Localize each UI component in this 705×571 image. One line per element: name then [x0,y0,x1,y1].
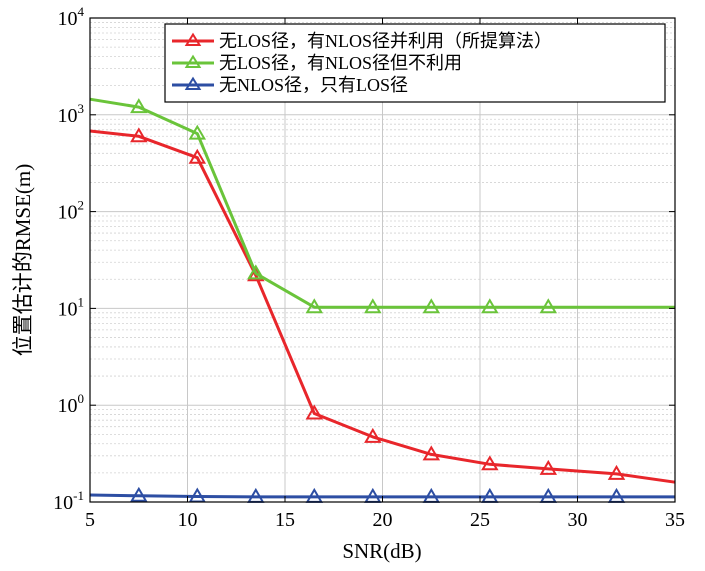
x-tick-label: 30 [568,509,588,531]
series-1-marker [305,404,324,420]
series-3-marker [130,486,148,502]
y-tick-label: 100 [58,391,85,417]
y-tick-label: 10-1 [53,488,84,514]
x-tick-label: 25 [470,509,490,531]
ticks: 5 10 15 20 25 30 35 10-1 100 101 102 103 104 [53,4,685,531]
series-1-marker [481,455,499,471]
legend-marker-1 [184,32,202,46]
series-layer [89,97,676,503]
legend: 无LOS径，有NLOS径并利用（所提算法） 无LOS径，有NLOS径但不利用 无… [164,23,666,103]
y-tick-label: 103 [58,101,85,127]
x-tick-label: 15 [275,509,295,531]
y-axis-label: 位置估计的RMSE(m) [11,164,35,357]
legend-entry-3: 无NLOS径，只有LOS径 [172,75,408,95]
series-2-marker [247,264,265,280]
y-tick-label: 104 [58,4,85,30]
x-axis-label: SNR(dB) [342,539,421,563]
x-tick-label: 10 [178,509,198,531]
series-1-marker [130,127,148,143]
x-tick-label: 5 [85,509,95,531]
series-1-marker [188,148,207,164]
series-2-marker [539,298,558,314]
legend-label-1: 无LOS径，有NLOS径并利用（所提算法） [219,31,552,51]
x-tick-label: 35 [665,509,685,531]
series-2 [89,97,675,314]
series-1-marker [607,464,626,480]
legend-entry-2: 无LOS径，有NLOS径但不利用 [172,53,462,73]
series-2-marker [130,98,148,114]
series-3-line [89,493,675,499]
series-1-marker [539,459,558,475]
legend-label-2: 无LOS径，有NLOS径但不利用 [219,53,462,73]
legend-box [164,23,666,103]
x-tick-label: 20 [373,509,393,531]
y-tick-label: 102 [58,198,85,224]
legend-entry-1: 无LOS径，有NLOS径并利用（所提算法） [172,31,552,51]
series-2-marker [364,298,382,314]
legend-marker-2 [184,54,202,68]
series-2-line [89,97,675,309]
series-2-marker [481,298,499,314]
series-1-marker [422,445,441,461]
series-2-marker [188,124,207,140]
series-1-marker [364,427,382,443]
series-2-marker [422,298,441,314]
legend-label-3: 无NLOS径，只有LOS径 [219,75,408,95]
series-2-marker [305,298,324,314]
series-1-line [89,129,676,484]
series-1 [89,127,676,484]
legend-marker-3 [184,76,202,90]
y-tick-label: 101 [58,294,85,320]
